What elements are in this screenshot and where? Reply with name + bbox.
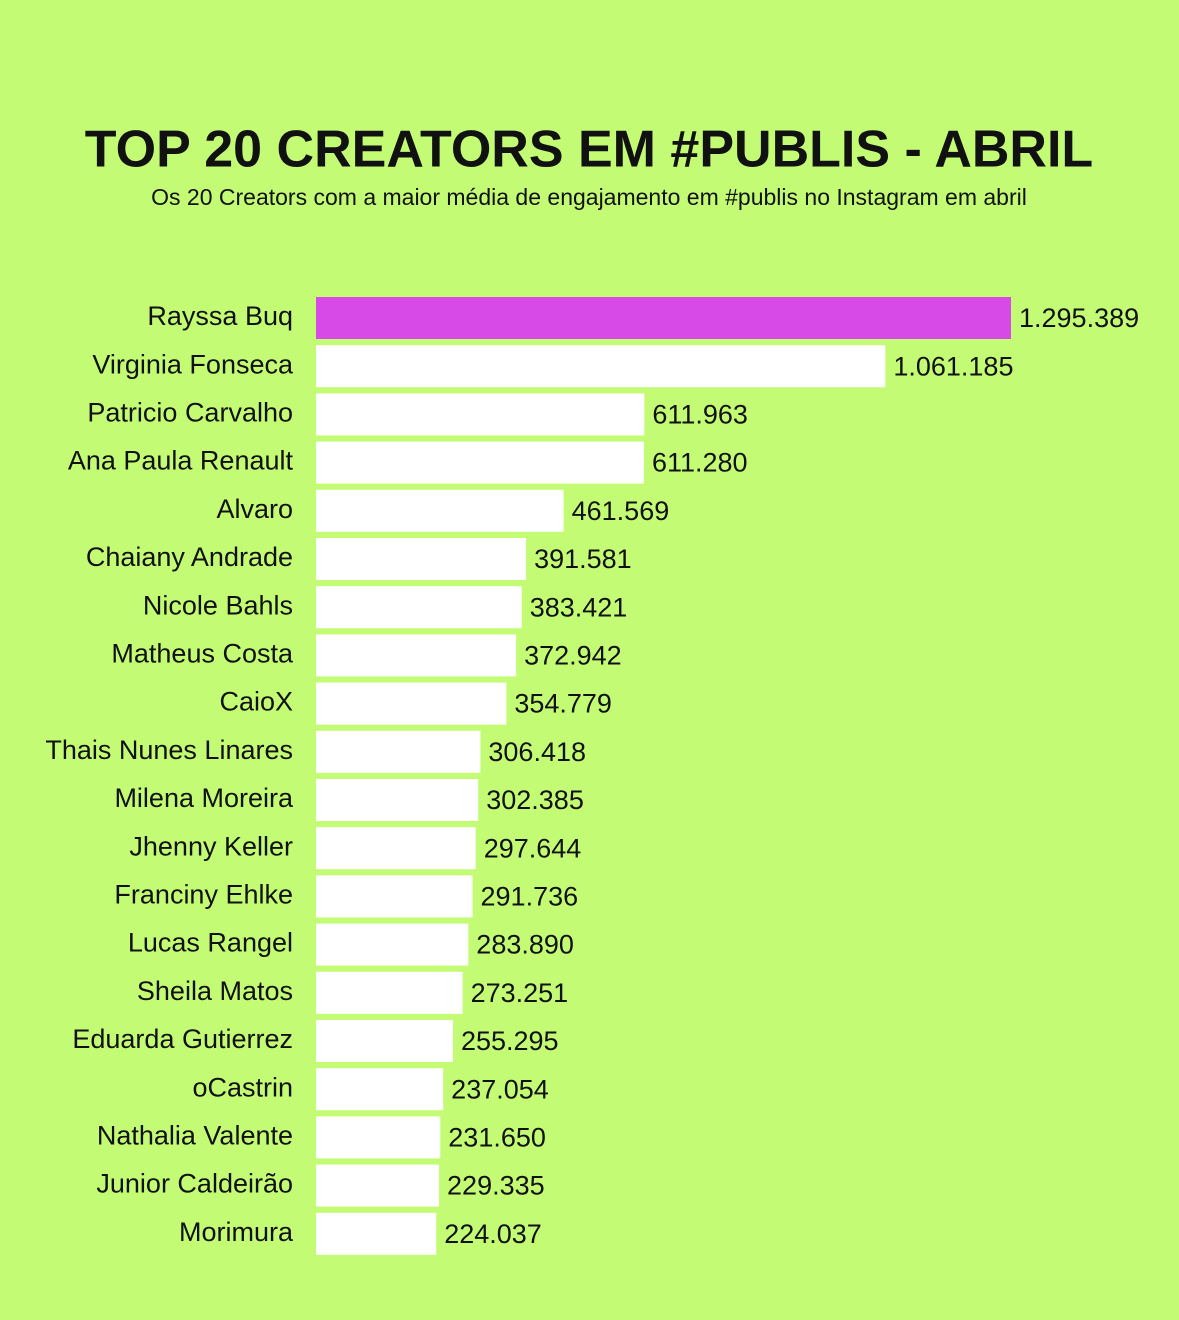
category-label: Thais Nunes Linares bbox=[45, 735, 293, 765]
bar bbox=[316, 779, 479, 821]
value-label: 354.779 bbox=[514, 689, 612, 719]
value-label: 383.421 bbox=[530, 592, 628, 622]
value-label: 391.581 bbox=[534, 544, 632, 574]
bar bbox=[316, 682, 507, 725]
value-label: 611.280 bbox=[652, 448, 748, 478]
category-label: Nicole Bahls bbox=[143, 590, 293, 620]
category-label: Franciny Ehlke bbox=[114, 880, 293, 910]
category-label: Lucas Rangel bbox=[128, 928, 293, 958]
bar bbox=[316, 1020, 453, 1062]
value-label: 291.736 bbox=[481, 882, 579, 912]
category-label: Morimura bbox=[179, 1217, 294, 1247]
value-label: 1.295.389 bbox=[1019, 303, 1139, 333]
value-label: 255.295 bbox=[461, 1026, 559, 1056]
value-label: 273.251 bbox=[471, 978, 569, 1008]
bar bbox=[316, 393, 645, 436]
category-label: oCastrin bbox=[192, 1072, 293, 1102]
category-label: Junior Caldeirão bbox=[96, 1169, 293, 1199]
value-label: 302.385 bbox=[486, 785, 584, 815]
value-label: 1.061.185 bbox=[893, 351, 1013, 381]
value-label: 283.890 bbox=[476, 930, 574, 960]
value-label: 237.054 bbox=[451, 1074, 549, 1104]
bar bbox=[316, 586, 522, 629]
value-label: 231.650 bbox=[448, 1123, 546, 1153]
bar bbox=[316, 297, 1011, 339]
bar bbox=[316, 1212, 437, 1255]
value-label: 306.418 bbox=[488, 737, 586, 767]
category-label: Milena Moreira bbox=[114, 783, 294, 813]
bar bbox=[316, 489, 564, 532]
bar bbox=[316, 827, 476, 870]
value-label: 372.942 bbox=[524, 641, 622, 671]
category-label: Jhenny Keller bbox=[129, 831, 293, 861]
chart-subtitle: Os 20 Creators com a maior média de enga… bbox=[151, 184, 1027, 210]
bar bbox=[316, 1068, 444, 1111]
bar bbox=[316, 875, 473, 918]
category-label: Ana Paula Renault bbox=[68, 446, 294, 476]
value-label: 224.037 bbox=[444, 1219, 542, 1249]
value-label: 297.644 bbox=[484, 833, 582, 863]
bar bbox=[316, 730, 481, 773]
value-label: 461.569 bbox=[572, 496, 670, 526]
chart-title: TOP 20 CREATORS EM #PUBLIS - ABRIL bbox=[85, 121, 1093, 179]
value-label: 229.335 bbox=[447, 1171, 545, 1201]
bar bbox=[316, 538, 527, 580]
category-label: Alvaro bbox=[216, 494, 293, 524]
category-label: Patricio Carvalho bbox=[87, 398, 293, 428]
category-label: Sheila Matos bbox=[137, 976, 293, 1006]
bar bbox=[316, 1116, 441, 1159]
value-label: 611.963 bbox=[652, 400, 748, 430]
bar bbox=[316, 345, 886, 388]
category-label: Eduarda Gutierrez bbox=[72, 1024, 293, 1054]
category-label: Virginia Fonseca bbox=[92, 349, 294, 379]
bar bbox=[316, 441, 644, 484]
bar bbox=[316, 634, 517, 677]
category-label: Rayssa Buq bbox=[147, 301, 293, 331]
category-label: Matheus Costa bbox=[111, 639, 294, 669]
bar bbox=[316, 923, 469, 966]
bar bbox=[316, 1164, 440, 1207]
category-label: Chaiany Andrade bbox=[86, 542, 293, 572]
category-label: CaioX bbox=[219, 687, 293, 717]
category-label: Nathalia Valente bbox=[97, 1121, 293, 1151]
bar bbox=[316, 971, 463, 1014]
